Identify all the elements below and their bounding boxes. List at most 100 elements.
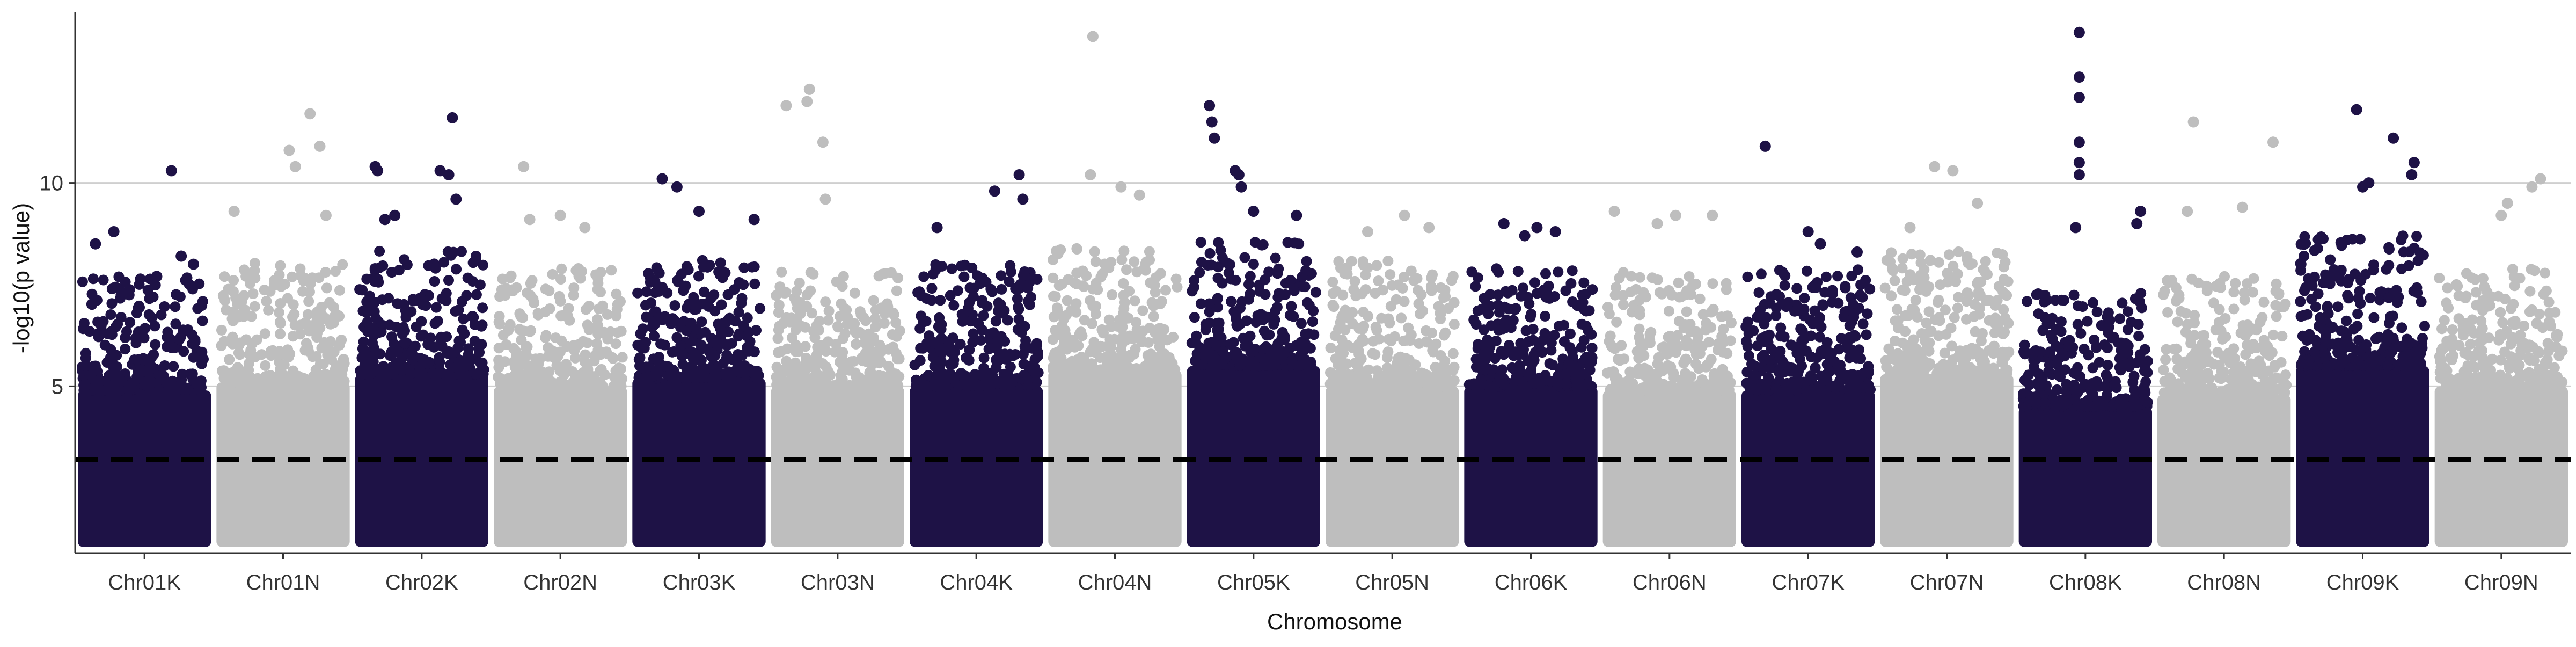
point: [1353, 323, 1365, 334]
point: [1339, 268, 1350, 279]
point: [430, 302, 442, 313]
point: [602, 309, 613, 320]
point: [1252, 310, 1263, 321]
point: [873, 271, 884, 282]
point: [369, 306, 380, 317]
top-hit-point: [228, 206, 240, 217]
point: [1775, 322, 1787, 333]
point: [297, 286, 309, 297]
point: [535, 381, 546, 392]
x-tick-label: Chr07N: [1910, 571, 1984, 594]
point: [1809, 280, 1820, 292]
point: [1217, 346, 1228, 357]
point: [1301, 256, 1312, 267]
point: [1975, 276, 1987, 287]
point: [2055, 316, 2067, 327]
point: [1448, 375, 1460, 386]
point: [1077, 330, 1088, 341]
point: [1349, 275, 1360, 287]
point: [2116, 337, 2127, 348]
point: [1810, 362, 1821, 374]
point: [1386, 366, 1397, 377]
point: [2103, 307, 2114, 318]
point: [996, 283, 1007, 295]
point: [550, 332, 561, 344]
point: [1337, 374, 1349, 385]
x-tick-label: Chr06N: [1633, 571, 1707, 594]
point: [1484, 381, 1496, 392]
point: [1634, 294, 1645, 306]
point: [2224, 387, 2235, 398]
point: [2353, 293, 2364, 304]
point: [2244, 339, 2255, 351]
top-hit-point: [2388, 132, 2399, 144]
point: [2465, 338, 2476, 350]
point: [964, 297, 975, 308]
point: [88, 360, 99, 372]
point: [2228, 378, 2239, 389]
point: [1018, 270, 1029, 281]
point: [2310, 335, 2321, 346]
point: [1696, 374, 1708, 385]
point: [1103, 314, 1115, 325]
point: [2204, 373, 2215, 384]
point: [1013, 302, 1024, 313]
top-hit-point: [1929, 161, 1941, 172]
point: [469, 319, 480, 330]
point: [2035, 346, 2046, 358]
point: [1897, 253, 1908, 264]
point: [958, 271, 970, 282]
point: [1561, 379, 1572, 390]
point: [991, 357, 1002, 368]
point: [494, 311, 505, 322]
point: [171, 289, 182, 300]
point: [1886, 290, 1897, 302]
point: [1923, 306, 1935, 317]
point: [2413, 354, 2424, 366]
point: [1151, 299, 1162, 310]
point: [1096, 341, 1107, 353]
point: [1805, 330, 1817, 341]
point: [1299, 281, 1311, 293]
point: [1470, 319, 1482, 330]
top-hit-point: [1291, 209, 1302, 221]
point: [1833, 344, 1845, 355]
point: [2238, 287, 2250, 299]
point: [611, 304, 623, 315]
point: [2233, 389, 2244, 400]
point: [2550, 341, 2562, 352]
point: [2043, 366, 2054, 377]
point: [2109, 380, 2120, 391]
point: [1568, 364, 1579, 375]
point: [2230, 278, 2241, 289]
point: [1578, 277, 1590, 288]
point: [178, 324, 189, 336]
point: [2411, 231, 2423, 242]
point: [2436, 323, 2447, 335]
point: [2003, 317, 2014, 329]
point: [738, 320, 749, 331]
point: [2335, 237, 2346, 248]
top-hit-point: [1204, 100, 1216, 112]
point: [1212, 273, 1224, 283]
point: [1997, 328, 2009, 339]
point: [1278, 346, 1289, 357]
top-hit-point: [90, 238, 101, 250]
point: [1640, 370, 1651, 382]
point: [2347, 352, 2358, 364]
point: [2418, 250, 2429, 261]
point: [2457, 319, 2469, 331]
point: [659, 311, 670, 322]
point: [1652, 359, 1663, 369]
point: [2398, 246, 2409, 258]
point: [1816, 322, 1827, 332]
top-hit-point: [2073, 136, 2085, 148]
point: [261, 295, 272, 307]
point: [375, 348, 386, 360]
point: [1586, 343, 1598, 354]
point: [2358, 341, 2369, 353]
point: [1950, 276, 1962, 287]
point: [999, 305, 1010, 316]
point: [597, 300, 608, 311]
point: [609, 371, 620, 382]
